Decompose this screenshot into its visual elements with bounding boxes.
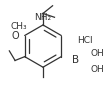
Text: NH₂: NH₂	[34, 13, 52, 22]
Text: OH: OH	[91, 49, 105, 58]
Text: O: O	[11, 31, 19, 41]
Text: HCl: HCl	[77, 36, 93, 45]
Text: OH: OH	[91, 65, 105, 74]
Text: B: B	[72, 55, 79, 65]
Text: CH₃: CH₃	[10, 22, 27, 31]
